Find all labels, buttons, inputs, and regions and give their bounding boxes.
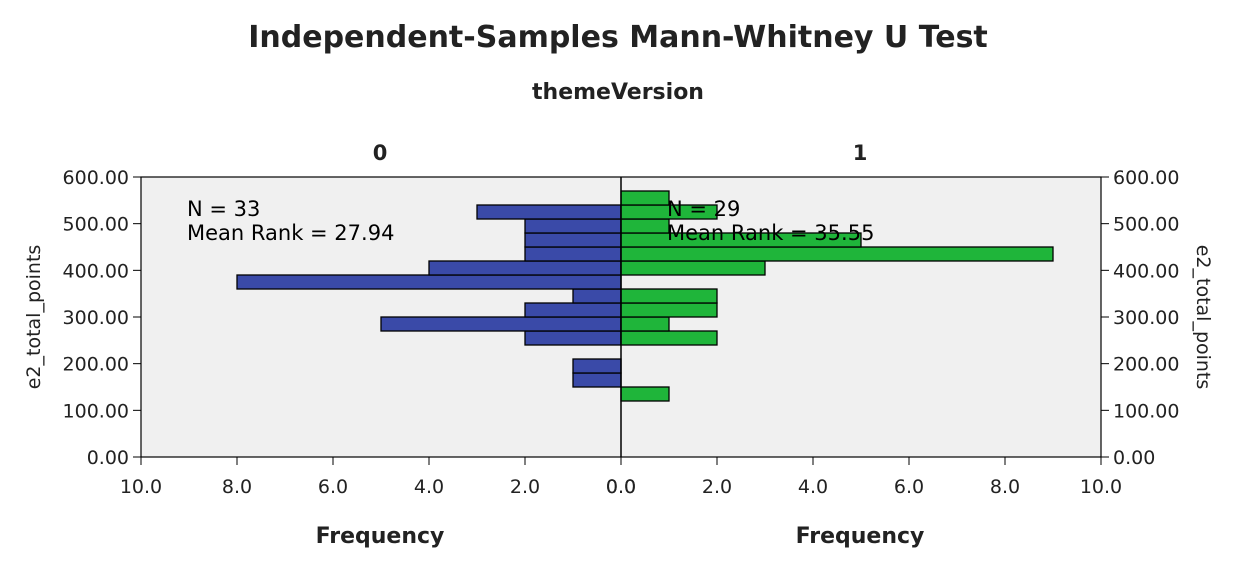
bar-group-1 [620,218,670,234]
bar-group-1 [620,302,718,318]
group-label-1: 1 [853,141,868,165]
bar-group-1 [620,260,766,276]
y-axis-left: 0.00 100.00 200.00 300.00 400.00 500.00 600.00 [63,167,141,469]
chart-subtitle: themeVersion [532,80,704,105]
y-tick-label-left: 400.00 [63,260,129,282]
x-tick-label-right: 0.0 [606,476,636,498]
x-tick-label-left: 4.0 [414,476,444,498]
y-axis-right: 0.00 100.00 200.00 300.00 400.00 500.00 600.00 [1101,167,1179,469]
y-tick-label-left: 200.00 [63,354,129,376]
bar-group-0 [428,260,622,276]
y-axis-label-right: e2_total_points [1192,245,1214,390]
x-axis-label-right: Frequency [796,524,925,549]
bar-group-0 [524,246,622,262]
bar-group-1 [620,386,670,402]
x-tick-label-left: 0.0 [606,476,636,498]
x-tick-label-right: 2.0 [702,476,732,498]
bar-group-0 [476,204,622,220]
y-tick-label-right: 500.00 [1113,214,1179,236]
y-axis-label-left: e2_total_points [23,245,45,390]
bar-group-0 [380,316,622,332]
bar-group-0 [524,330,622,346]
y-tick-label-right: 100.00 [1113,400,1179,422]
bar-group-1 [620,190,670,206]
group-0-mean-rank: Mean Rank = 27.94 [187,221,394,245]
x-axis-label-left: Frequency [316,524,445,549]
y-tick-label-right: 200.00 [1113,354,1179,376]
group-0-n: N = 33 [187,197,260,221]
x-axis-right: 0.0 2.0 4.0 6.0 8.0 10.0 [606,457,1122,498]
group-1-mean-rank: Mean Rank = 35.55 [667,221,874,245]
bar-group-0 [236,274,622,290]
y-tick-label-right: 400.00 [1113,260,1179,282]
x-axis-left: 10.0 8.0 6.0 4.0 2.0 0.0 [120,457,636,498]
y-tick-label-left: 300.00 [63,307,129,329]
x-tick-label-right: 6.0 [894,476,924,498]
y-tick-label-left: 100.00 [63,400,129,422]
bar-group-0 [524,232,622,248]
y-tick-label-right: 300.00 [1113,307,1179,329]
y-tick-label-right: 600.00 [1113,167,1179,189]
bar-group-0 [572,288,622,304]
x-tick-label-left: 2.0 [510,476,540,498]
chart-title: Independent-Samples Mann-Whitney U Test [248,20,988,55]
bar-group-0 [572,358,622,374]
y-tick-label-left: 500.00 [63,214,129,236]
bar-group-1 [620,246,1054,262]
bar-group-0 [524,218,622,234]
x-tick-label-right: 4.0 [798,476,828,498]
bar-group-1 [620,288,718,304]
group-1-n: N = 29 [667,197,740,221]
x-tick-label-right: 8.0 [990,476,1020,498]
x-tick-label-left: 10.0 [120,476,162,498]
x-tick-label-left: 6.0 [318,476,348,498]
x-tick-label-right: 10.0 [1080,476,1122,498]
y-tick-label-right: 0.00 [1113,447,1155,469]
bar-group-0 [524,302,622,318]
bar-group-1 [620,316,670,332]
x-tick-label-left: 8.0 [222,476,252,498]
group-label-0: 0 [373,141,388,165]
y-tick-label-left: 0.00 [87,447,129,469]
y-tick-label-left: 600.00 [63,167,129,189]
bar-group-1 [620,330,718,346]
bar-group-0 [572,372,622,388]
